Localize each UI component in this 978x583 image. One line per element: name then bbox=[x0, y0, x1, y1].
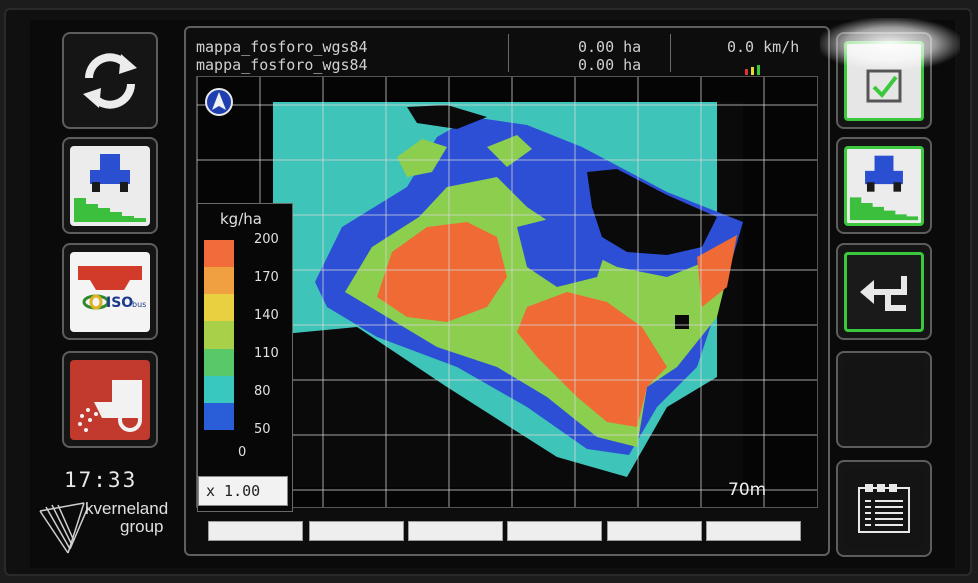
map-zone-dark bbox=[675, 315, 689, 329]
area-value-1: 0.00 ha bbox=[578, 38, 642, 56]
legend-color-swatch bbox=[204, 321, 234, 350]
refresh-icon bbox=[70, 41, 150, 121]
blank-softkey-face bbox=[844, 359, 924, 440]
brand-text: kverneland group bbox=[85, 500, 168, 536]
header-divider bbox=[508, 34, 509, 72]
map-zone-orange bbox=[697, 235, 737, 307]
map-name-2: mappa_fosforo_wgs84 bbox=[196, 56, 368, 74]
zoom-level[interactable]: x 1.00 bbox=[198, 476, 288, 506]
svg-text:ISO: ISO bbox=[106, 295, 133, 311]
legend-tick: 80 bbox=[254, 384, 271, 399]
function-key-2[interactable] bbox=[309, 521, 404, 541]
document-icon bbox=[844, 468, 924, 549]
brand-line-2: group bbox=[120, 517, 164, 536]
function-key-1[interactable] bbox=[208, 521, 303, 541]
legend-color-swatch bbox=[204, 375, 234, 404]
legend-color-swatch bbox=[204, 294, 234, 322]
map-zone-dark bbox=[587, 169, 717, 255]
tractor-rate-icon bbox=[844, 145, 924, 226]
isobus-icon: ISO bus bbox=[70, 251, 150, 332]
signal-bars-icon bbox=[745, 62, 760, 80]
legend-color-swatch bbox=[204, 348, 234, 377]
function-key-6[interactable] bbox=[706, 521, 801, 541]
map-name-1: mappa_fosforo_wgs84 bbox=[196, 38, 368, 56]
map-canvas bbox=[197, 77, 817, 507]
legend-tick: 170 bbox=[254, 270, 279, 285]
tractor-rate-icon bbox=[70, 145, 150, 226]
prescription-map[interactable] bbox=[196, 76, 818, 508]
rate-control-button[interactable] bbox=[62, 137, 158, 234]
map-grid bbox=[197, 77, 817, 507]
rate-legend: kg/ha 200 170 140 110 80 50 0 bbox=[197, 203, 293, 512]
legend-color-swatch bbox=[204, 267, 234, 295]
clock: 17:33 bbox=[64, 468, 138, 492]
scale-label: 70m bbox=[728, 480, 767, 500]
svg-text:bus: bus bbox=[132, 300, 146, 309]
legend-tick: 140 bbox=[254, 308, 279, 323]
legend-unit: kg/ha bbox=[220, 210, 262, 228]
map-zone-green bbox=[397, 139, 447, 177]
document-button[interactable] bbox=[836, 460, 932, 557]
map-zone-dark bbox=[407, 105, 487, 129]
legend-tick: 110 bbox=[254, 346, 279, 361]
confirm-button[interactable] bbox=[836, 32, 932, 129]
legend-tick: 200 bbox=[254, 232, 279, 247]
legend-color-swatch bbox=[204, 402, 234, 431]
function-key-4[interactable] bbox=[507, 521, 602, 541]
map-zone-orange bbox=[517, 292, 667, 427]
return-icon bbox=[844, 251, 924, 332]
north-arrow-icon[interactable] bbox=[205, 88, 233, 116]
kverneland-logo-icon bbox=[39, 502, 89, 554]
spreader-button[interactable] bbox=[62, 351, 158, 448]
map-zone-orange bbox=[377, 222, 507, 322]
legend-color-swatch bbox=[204, 240, 234, 268]
return-button[interactable] bbox=[836, 243, 932, 340]
blank-softkey[interactable] bbox=[836, 351, 932, 448]
spreader-icon bbox=[70, 359, 150, 440]
legend-tick: 0 bbox=[238, 445, 247, 460]
refresh-button[interactable] bbox=[62, 32, 158, 129]
rate-view-button[interactable] bbox=[836, 137, 932, 234]
confirm-icon bbox=[844, 40, 924, 121]
brand-line-1: kverneland bbox=[85, 499, 169, 518]
function-key-3[interactable] bbox=[408, 521, 503, 541]
header-divider bbox=[670, 34, 671, 72]
function-key-5[interactable] bbox=[607, 521, 702, 541]
isobus-button[interactable]: ISO bus bbox=[62, 243, 158, 340]
speed-value: 0.0 km/h bbox=[727, 38, 800, 56]
map-zone-green bbox=[487, 135, 532, 167]
area-value-2: 0.00 ha bbox=[578, 56, 642, 74]
legend-tick: 50 bbox=[254, 422, 271, 437]
map-zone-dark bbox=[273, 102, 743, 487]
